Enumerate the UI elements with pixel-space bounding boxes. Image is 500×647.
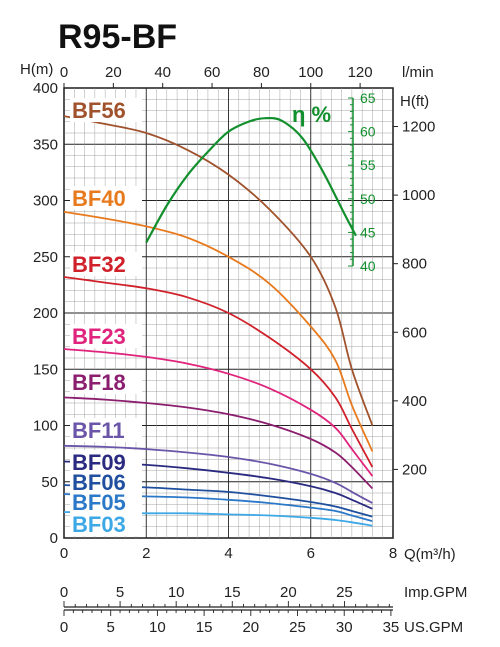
gpm-scales: 0 5 10 15 20 25 Imp.GPM 0 5 10 15 20 25 30 35 US.GPM (60, 584, 468, 636)
efficiency-tick-label: 60 (360, 124, 376, 140)
series-label-bf18: BF18 (72, 370, 126, 395)
us-gpm-tick-label: 35 (383, 619, 400, 636)
label-bg (70, 186, 142, 210)
y-left-tick-label: 200 (33, 305, 58, 322)
efficiency-curve (145, 116, 357, 244)
y-left-tick-label: 50 (41, 474, 58, 491)
x-top-axis-label: l/min (402, 64, 434, 81)
y-right-tick-label: 400 (402, 393, 427, 410)
imp-gpm-tick-label: 20 (280, 584, 297, 601)
series-label-bf56: BF56 (72, 98, 126, 123)
y-right-tick-label: 1200 (402, 119, 435, 136)
label-bg (70, 252, 142, 276)
series-label-bf11: BF11 (72, 418, 125, 443)
imp-gpm-tick-label: 25 (336, 584, 353, 601)
label-bg (70, 512, 142, 536)
curve-bf32 (63, 276, 374, 468)
y-left-tick-label: 250 (33, 249, 58, 266)
series-label-bf03: BF03 (72, 512, 126, 537)
us-gpm-tick-label: 15 (196, 619, 213, 636)
y-left-tick-label: 150 (33, 361, 58, 378)
curve-bf40 (63, 210, 374, 452)
series-label-bf32: BF32 (72, 252, 126, 277)
x-bottom-tick-label: 0 (60, 545, 68, 562)
efficiency-tick-label: 50 (360, 191, 376, 207)
us-gpm-tick-label: 0 (60, 619, 68, 636)
x-top-tick-label: 0 (60, 64, 68, 81)
curve-bf11 (63, 444, 373, 504)
series-label-bf23: BF23 (72, 324, 126, 349)
y-right-tick-label: 1000 (402, 187, 435, 204)
us-gpm-tick-label: 10 (149, 619, 166, 636)
efficiency: 40 45 50 55 60 65 η % (145, 90, 376, 274)
curve-bf56 (63, 115, 374, 426)
imp-gpm-tick-label: 0 (60, 584, 68, 601)
label-bg (70, 490, 142, 514)
y-left-tick-label: 0 (50, 530, 58, 547)
efficiency-label: η % (292, 102, 331, 127)
y-right-tick-label: 800 (402, 256, 427, 273)
curve-bf18 (63, 396, 374, 490)
x-top-tick-label: 80 (253, 64, 270, 81)
us-gpm-tick-label: 25 (289, 619, 306, 636)
us-gpm-tick-label: 30 (336, 619, 353, 636)
efficiency-tick-label: 65 (360, 90, 376, 106)
imp-gpm-tick-label: 10 (168, 584, 185, 601)
x-bottom-tick-label: 2 (142, 545, 150, 562)
chart-title: R95-BF (58, 18, 177, 56)
y-left-tick-label: 400 (33, 80, 58, 97)
efficiency-tick-label: 55 (360, 157, 376, 173)
efficiency-tick-label: 45 (360, 224, 376, 240)
us-gpm-tick-label: 5 (107, 619, 115, 636)
label-bg (70, 418, 142, 442)
series-label-bf05: BF05 (72, 490, 126, 515)
y-right-axis-label: H(ft) (400, 93, 429, 110)
x-bottom-tick-label: 8 (389, 545, 397, 562)
imp-gpm-tick-label: 15 (224, 584, 241, 601)
label-bg (70, 98, 142, 122)
us-gpm-tick-label: 20 (242, 619, 259, 636)
x-top-tick-label: 120 (348, 64, 373, 81)
x-bottom-tick-label: 6 (307, 545, 315, 562)
x-bottom-tick-label: 4 (224, 545, 232, 562)
y-left-axis-label: H(m) (20, 61, 53, 78)
y-right-tick-label: 200 (402, 461, 427, 478)
y-left-tick-label: 300 (33, 193, 58, 210)
series-label-bf40: BF40 (72, 186, 126, 211)
us-gpm-axis-label: US.GPM (404, 619, 463, 636)
x-top-tick-label: 20 (105, 64, 122, 81)
y-left-tick-label: 350 (33, 136, 58, 153)
efficiency-tick-label: 40 (360, 258, 376, 274)
imp-gpm-axis-label: Imp.GPM (404, 584, 467, 601)
label-bg (70, 370, 142, 394)
label-bg (70, 324, 142, 348)
x-top-tick-label: 100 (298, 64, 323, 81)
y-right-tick-label: 600 (402, 324, 427, 341)
x-bottom-axis-label: Q(m³/h) (404, 546, 456, 563)
curve-bf23 (63, 348, 374, 477)
y-left-tick-label: 100 (33, 418, 58, 435)
imp-gpm-tick-label: 5 (116, 584, 124, 601)
x-top-tick-label: 60 (204, 64, 221, 81)
grid (63, 87, 394, 539)
x-top-tick-label: 40 (154, 64, 171, 81)
